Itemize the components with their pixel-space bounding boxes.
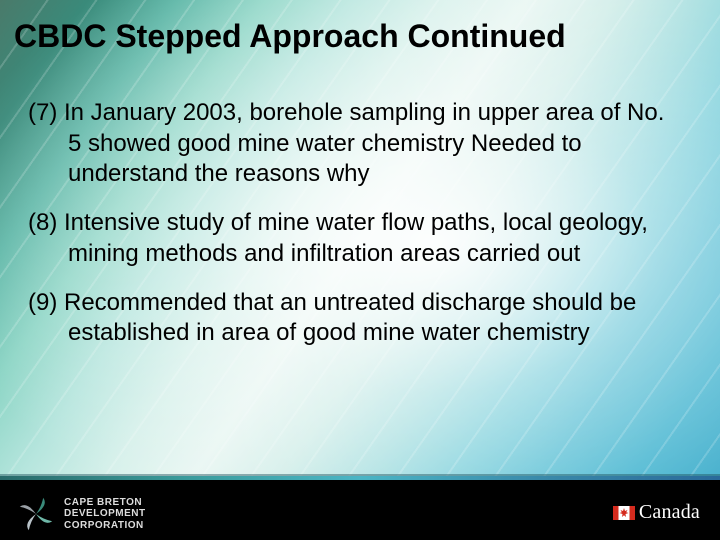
slide-body: (7) In January 2003, borehole sampling i… <box>28 98 680 367</box>
cbdc-logo: CAPE BRETON DEVELOPMENT CORPORATION <box>18 496 146 532</box>
pinwheel-icon <box>18 496 54 532</box>
flag-icon <box>613 506 635 520</box>
cbdc-text: CAPE BRETON DEVELOPMENT CORPORATION <box>64 497 146 532</box>
footer-bar: CAPE BRETON DEVELOPMENT CORPORATION Cana… <box>0 480 720 540</box>
bullet-9: (9) Recommended that an untreated discha… <box>28 288 680 349</box>
cbdc-line2: DEVELOPMENT <box>64 508 146 520</box>
cbdc-line1: CAPE BRETON <box>64 497 146 509</box>
slide-title: CBDC Stepped Approach Continued <box>14 18 700 55</box>
bullet-8: (8) Intensive study of mine water flow p… <box>28 208 680 269</box>
cbdc-line3: CORPORATION <box>64 520 146 532</box>
canada-text: Canada <box>639 501 700 524</box>
slide: CBDC Stepped Approach Continued (7) In J… <box>0 0 720 540</box>
canada-wordmark: Canada <box>613 501 700 524</box>
bullet-7: (7) In January 2003, borehole sampling i… <box>28 98 680 190</box>
